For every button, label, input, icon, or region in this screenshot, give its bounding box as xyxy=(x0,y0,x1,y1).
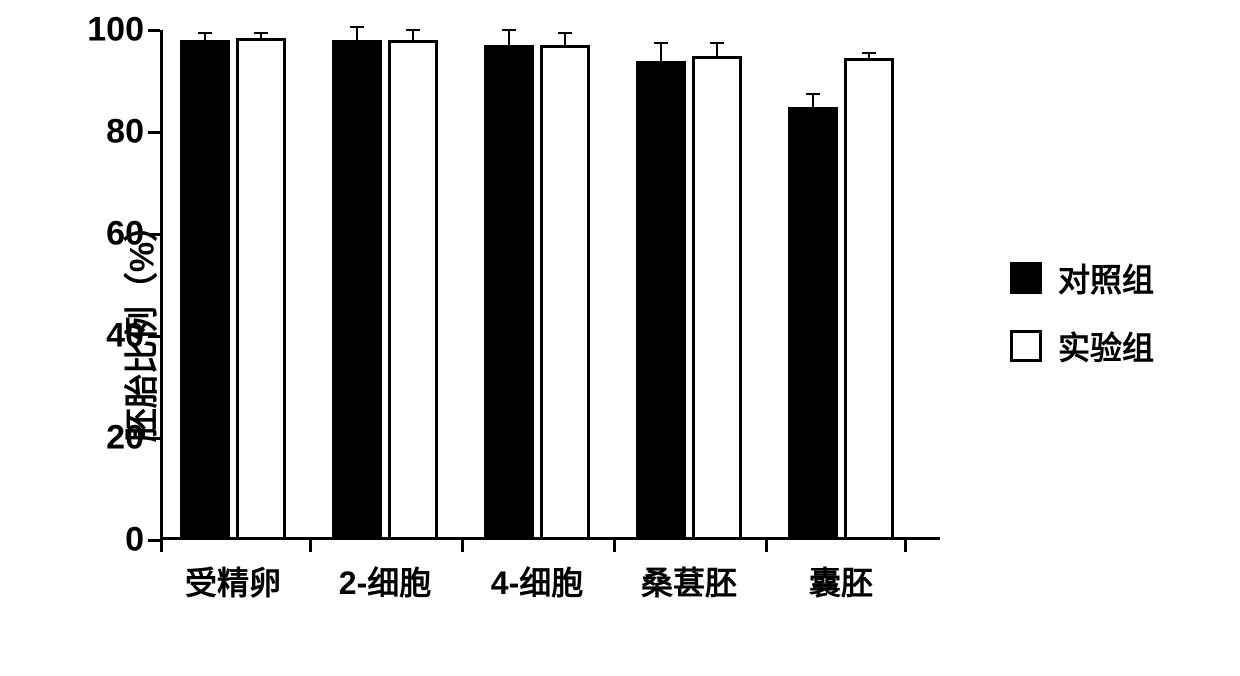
bar-实验组 xyxy=(844,58,894,540)
error-cap xyxy=(502,29,516,31)
x-tick-mark xyxy=(309,540,312,552)
error-bar xyxy=(660,43,662,61)
error-cap xyxy=(254,32,268,34)
x-category-label: 受精卵 xyxy=(185,540,281,604)
bar-实验组 xyxy=(236,38,286,540)
legend-swatch xyxy=(1010,330,1042,362)
error-bar xyxy=(412,30,414,40)
error-bar xyxy=(204,33,206,41)
y-tick-label: 60 xyxy=(106,215,160,254)
y-tick-label: 100 xyxy=(87,11,160,50)
bar-实验组 xyxy=(692,56,742,541)
x-tick-mark xyxy=(765,540,768,552)
legend-label: 实验组 xyxy=(1058,323,1154,369)
error-bar xyxy=(356,27,358,40)
x-category-label: 2-细胞 xyxy=(339,540,431,604)
y-tick-label: 20 xyxy=(106,419,160,458)
legend: 对照组实验组 xyxy=(1010,255,1154,391)
chart-container: 胚胎比例（%） 020406080100受精卵2-细胞4-细胞桑葚胚囊胚 xyxy=(70,20,1000,630)
error-bar xyxy=(812,94,814,107)
error-cap xyxy=(806,93,820,95)
error-cap xyxy=(406,29,420,31)
error-cap xyxy=(350,26,364,28)
x-tick-mark xyxy=(613,540,616,552)
legend-item: 对照组 xyxy=(1010,255,1154,301)
y-tick-label: 0 xyxy=(125,521,160,560)
legend-item: 实验组 xyxy=(1010,323,1154,369)
y-axis-line xyxy=(160,30,163,540)
error-bar xyxy=(564,33,566,46)
bar-对照组 xyxy=(484,45,534,540)
legend-swatch xyxy=(1010,262,1042,294)
x-tick-mark xyxy=(904,540,907,552)
x-category-label: 桑葚胚 xyxy=(641,540,737,604)
bar-对照组 xyxy=(332,40,382,540)
error-bar xyxy=(508,30,510,45)
y-tick-label: 80 xyxy=(106,113,160,152)
bar-对照组 xyxy=(788,107,838,541)
error-cap xyxy=(198,32,212,34)
y-tick-label: 40 xyxy=(106,317,160,356)
legend-label: 对照组 xyxy=(1058,255,1154,301)
bar-对照组 xyxy=(636,61,686,540)
error-bar xyxy=(716,43,718,56)
bar-实验组 xyxy=(388,40,438,540)
x-category-label: 4-细胞 xyxy=(491,540,583,604)
bar-实验组 xyxy=(540,45,590,540)
x-category-label: 囊胚 xyxy=(809,540,873,604)
error-cap xyxy=(710,42,724,44)
error-cap xyxy=(862,52,876,54)
x-tick-mark xyxy=(461,540,464,552)
error-cap xyxy=(654,42,668,44)
x-tick-mark xyxy=(160,540,163,552)
bar-对照组 xyxy=(180,40,230,540)
error-cap xyxy=(558,32,572,34)
plot-area: 020406080100受精卵2-细胞4-细胞桑葚胚囊胚 xyxy=(160,30,940,540)
